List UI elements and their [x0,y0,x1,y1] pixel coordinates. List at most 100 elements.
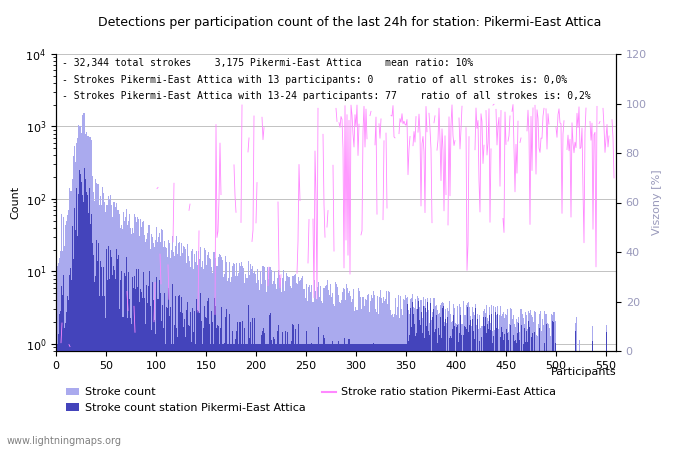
Bar [125,209,127,450]
Bar [351,344,353,450]
Bar [402,299,403,450]
Bar [360,344,361,450]
Bar [395,315,396,450]
Bar [314,291,316,450]
Text: Participants: Participants [550,367,616,377]
Bar [102,266,104,450]
Bar [272,281,274,450]
Bar [283,270,284,450]
Bar [505,315,507,450]
Bar [543,343,545,450]
Bar [424,299,426,450]
Bar [90,140,92,450]
Bar [456,306,458,450]
Bar [153,320,155,450]
Bar [300,278,302,450]
Bar [286,332,288,450]
Bar [349,297,351,450]
Bar [225,262,227,450]
Bar [437,343,438,450]
Bar [94,282,95,450]
Bar [542,324,543,450]
Bar [503,334,505,450]
Bar [522,318,524,450]
Bar [396,344,398,450]
Bar [326,280,328,450]
Bar [146,234,148,450]
Bar [116,210,118,450]
Bar [424,308,426,450]
Bar [419,300,421,450]
Bar [433,298,435,450]
Bar [78,126,80,450]
Bar [412,314,414,450]
Bar [414,299,416,450]
Bar [358,291,360,450]
Bar [400,344,402,450]
Bar [160,320,162,450]
Bar [111,275,113,450]
Bar [456,325,458,450]
Bar [102,194,104,450]
Bar [321,344,323,450]
Bar [517,323,519,450]
Bar [377,314,379,450]
Bar [381,344,382,450]
Bar [500,316,501,450]
Bar [179,256,181,450]
Bar [167,288,169,450]
Bar [360,309,361,450]
Bar [94,276,95,450]
Bar [164,247,165,450]
Bar [311,284,312,450]
Bar [358,344,360,450]
Bar [538,328,540,450]
Bar [279,278,281,450]
Bar [60,214,62,450]
Bar [185,249,186,450]
Bar [314,344,316,450]
Bar [512,335,514,450]
Bar [120,271,122,450]
Bar [109,250,111,450]
Bar [286,276,288,450]
Bar [384,299,386,450]
Bar [354,307,356,450]
Bar [412,307,414,450]
Bar [514,327,515,450]
Bar [437,310,438,450]
Bar [410,327,412,450]
Bar [137,269,139,450]
Bar [155,227,157,450]
Bar [272,338,274,450]
Bar [141,222,143,450]
Bar [347,292,349,450]
Bar [365,344,367,450]
Bar [220,257,221,450]
Bar [363,344,365,450]
Bar [393,344,395,450]
Bar [291,276,293,450]
Bar [346,344,347,450]
Bar [106,280,108,450]
Bar [442,306,444,450]
Bar [367,344,368,450]
Bar [337,294,339,450]
Bar [178,242,179,450]
Bar [477,329,479,450]
Bar [249,322,251,450]
Bar [125,257,127,450]
Bar [295,344,297,450]
Bar [549,328,550,450]
Bar [307,287,309,450]
Bar [276,278,277,450]
Bar [104,212,106,450]
Bar [153,247,155,450]
Bar [330,297,332,450]
Bar [148,271,150,450]
Bar [543,311,545,450]
Bar [494,307,496,450]
Bar [59,258,60,450]
Bar [141,298,143,450]
Bar [164,344,165,450]
